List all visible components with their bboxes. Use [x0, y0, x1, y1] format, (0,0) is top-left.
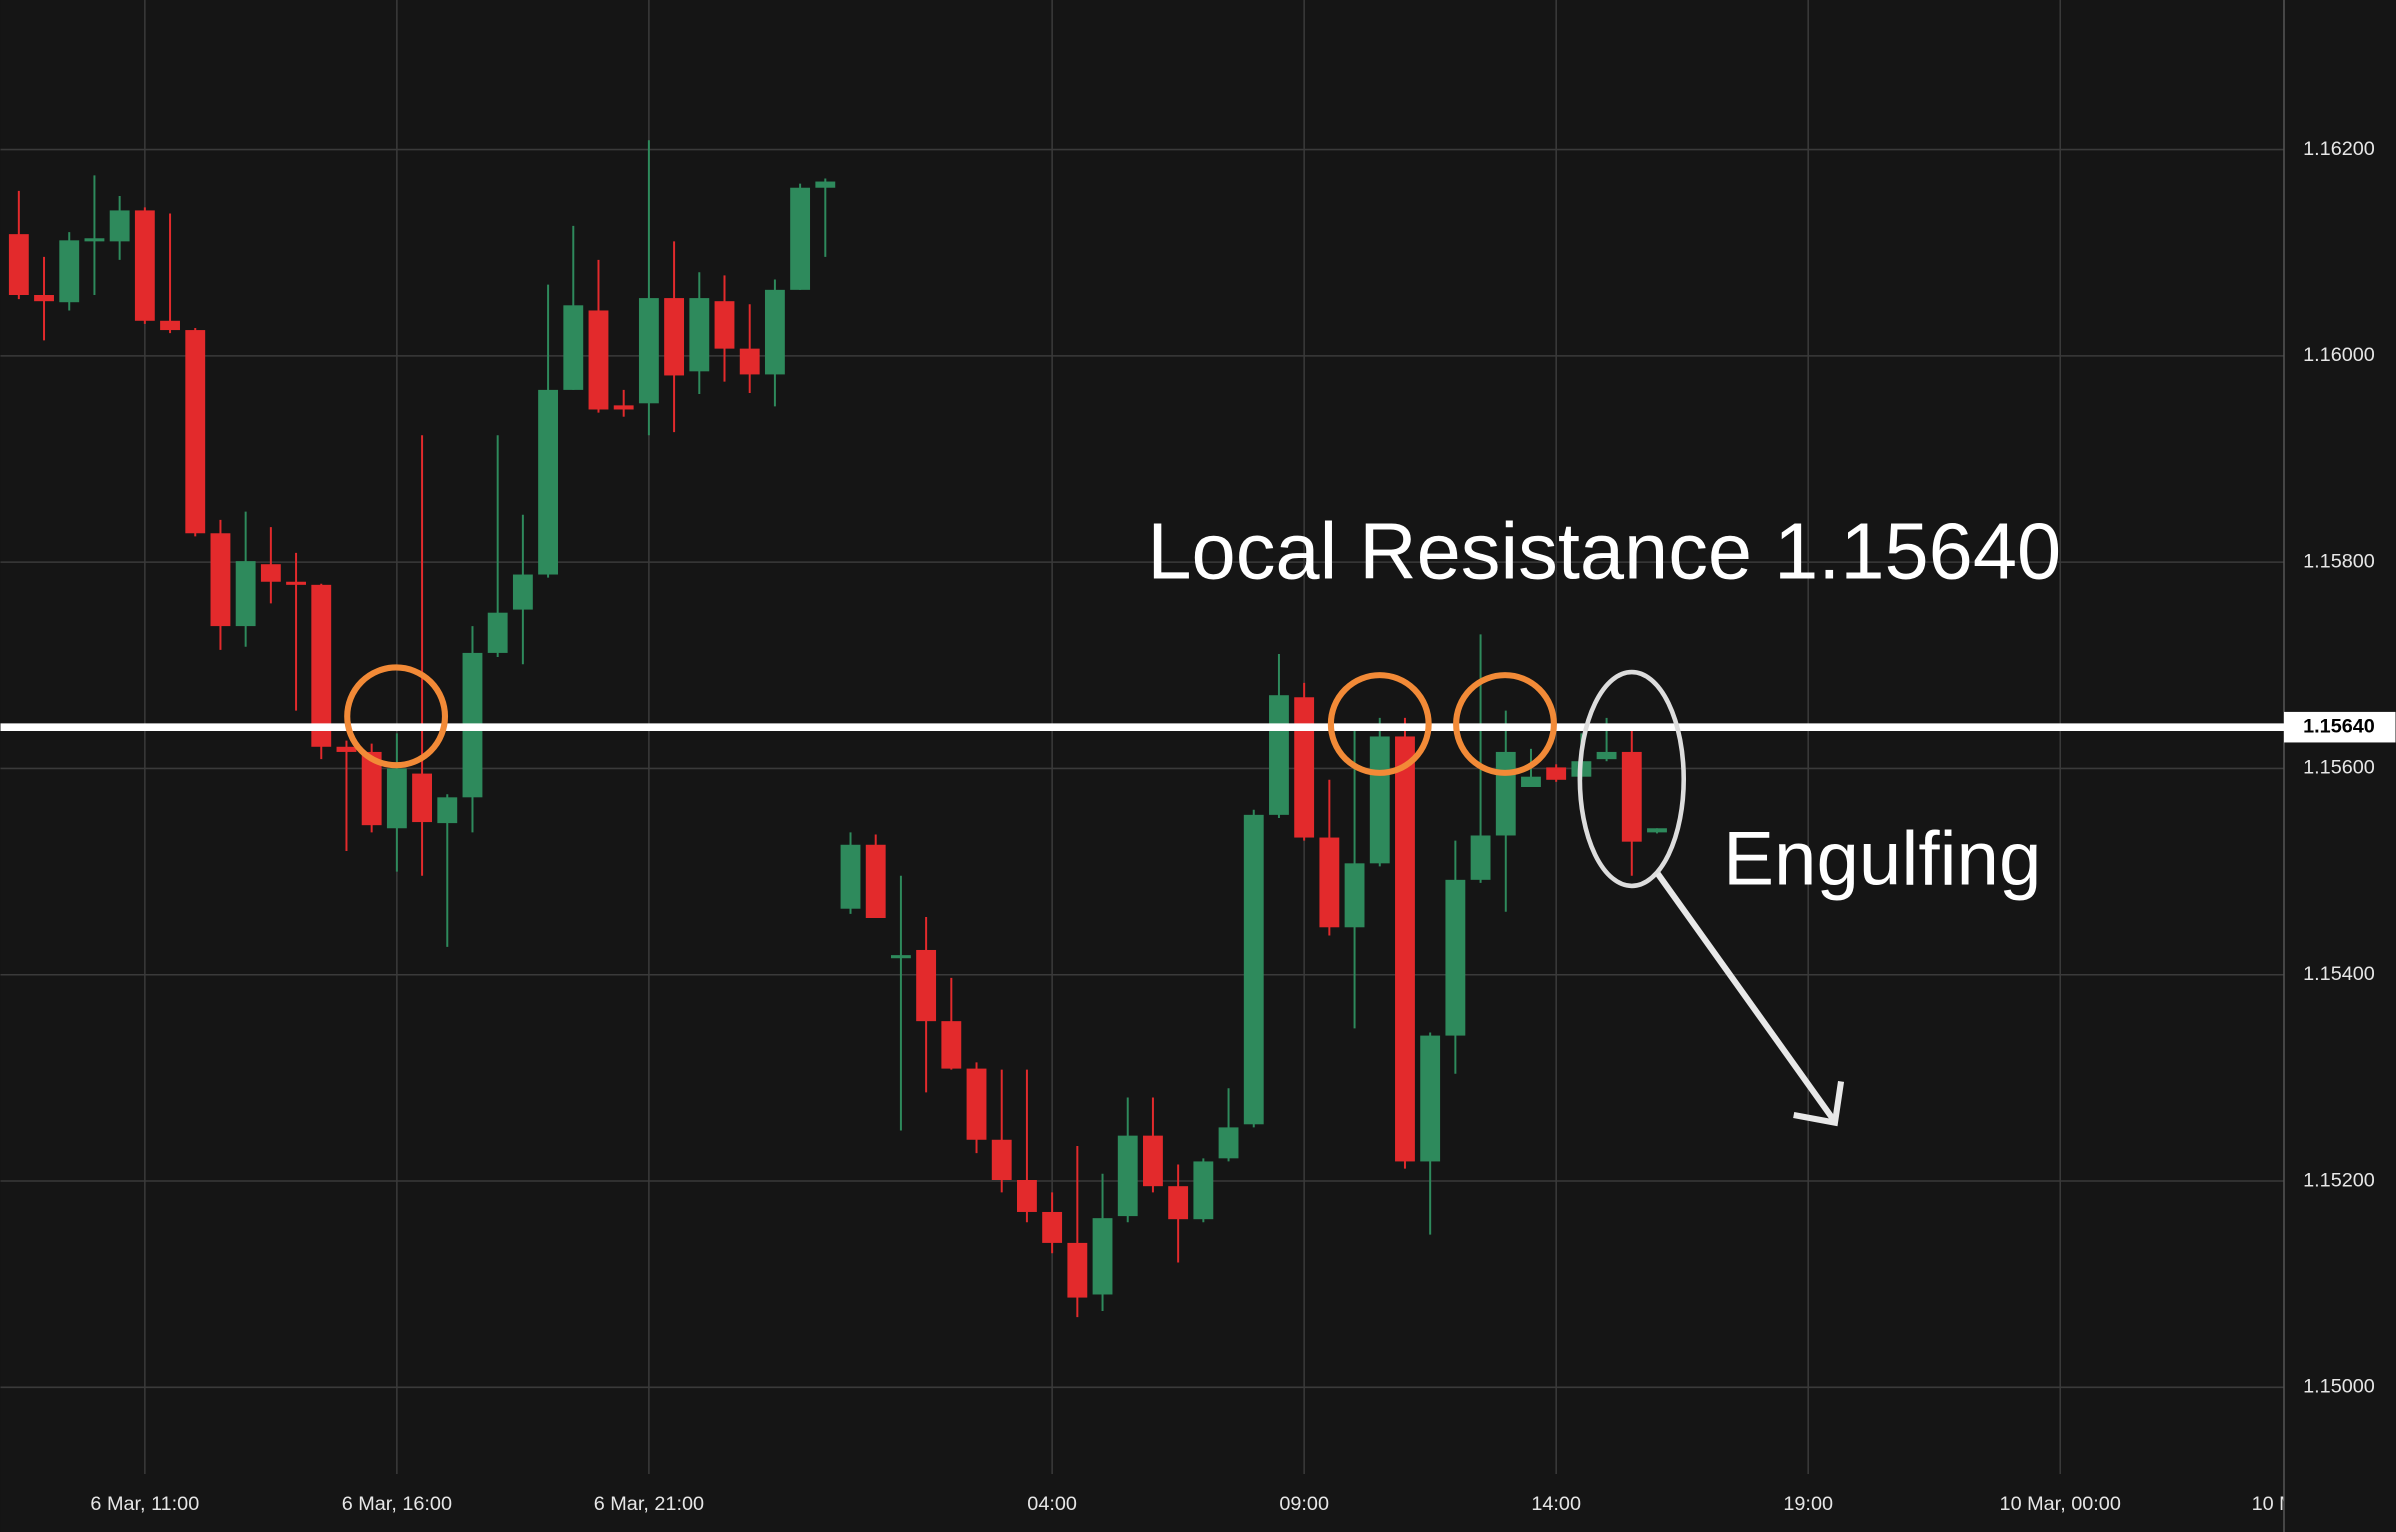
candle-body — [1294, 697, 1315, 838]
candle-body — [487, 612, 508, 653]
candle-body — [916, 949, 937, 1022]
candle-body — [714, 301, 735, 349]
candle-body — [613, 405, 634, 410]
y-tick-label: 1.15400 — [2303, 963, 2375, 985]
candles — [8, 140, 1667, 1318]
candle-body — [1369, 736, 1390, 864]
candle-body — [34, 294, 54, 302]
candle-body — [386, 768, 407, 829]
candle-body — [1319, 837, 1340, 928]
x-tick-label: 6 Mar, 11:00 — [90, 1493, 199, 1515]
candle-body — [1193, 1161, 1214, 1220]
candle-body — [1117, 1135, 1138, 1217]
y-tick-label: 1.16000 — [2303, 344, 2375, 366]
y-tick-label: 1.15600 — [2303, 757, 2375, 779]
x-tick-label: 19:00 — [1783, 1493, 1833, 1515]
annotation-text: Engulfing — [1723, 817, 2041, 902]
candle-body — [84, 238, 105, 242]
grid — [0, 0, 2284, 1474]
resistance-label-box — [2283, 711, 2396, 743]
candle-body — [1017, 1179, 1037, 1212]
candle-body — [210, 533, 231, 627]
candle-body — [1067, 1242, 1088, 1298]
annotation-text: Local Resistance 1.15640 — [1147, 506, 2061, 595]
x-tick-label: 6 Mar, 16:00 — [342, 1493, 452, 1515]
candle-body — [1420, 1035, 1441, 1162]
candle-body — [1495, 751, 1516, 836]
candle-body — [235, 561, 256, 627]
candle-body — [890, 955, 911, 959]
candle-body — [185, 330, 206, 534]
candle-body — [815, 181, 836, 188]
candle-body — [1243, 814, 1264, 1125]
candle-body — [412, 773, 432, 823]
candle-body — [260, 564, 281, 582]
x-tick-label: 10 Mar, 05:00 — [2252, 1493, 2373, 1515]
candle-body — [638, 298, 659, 404]
candle-body — [361, 751, 382, 826]
candle-body — [160, 320, 180, 331]
candle-body — [865, 844, 886, 919]
y-axis: 1.15000 1.15200 1.15400 1.15600 1.15800 1.160… — [2303, 138, 2375, 1398]
candle-body — [563, 305, 584, 390]
candle-body — [1546, 767, 1567, 780]
candle-body — [588, 310, 609, 410]
candle-body — [1470, 835, 1491, 880]
y-tick-label: 1.16200 — [2303, 138, 2375, 160]
candle-body — [1521, 776, 1541, 788]
candle-body — [437, 797, 458, 824]
arrow — [1655, 871, 1836, 1122]
candle-body — [966, 1068, 987, 1140]
candle-body — [8, 234, 29, 295]
candle-body — [991, 1139, 1012, 1180]
highlight-ellipse — [1577, 669, 1687, 889]
candle-body — [1042, 1211, 1063, 1243]
arrow-head — [1793, 1080, 1845, 1127]
y-tick-label: 1.15000 — [2303, 1376, 2375, 1398]
candle-body — [538, 389, 559, 575]
candle-body — [1395, 736, 1415, 1162]
candle-body — [109, 210, 130, 242]
candle-body — [689, 298, 710, 372]
candle-body — [1269, 695, 1289, 815]
candle-body — [1445, 879, 1466, 1036]
candle-body — [1621, 751, 1642, 842]
highlight-circle — [1327, 672, 1432, 776]
candle-body — [1143, 1135, 1163, 1187]
annotations: Local Resistance 1.15640 Engulfing — [344, 506, 2061, 1127]
y-tick-label: 1.15200 — [2303, 1169, 2375, 1191]
x-tick-label: 04:00 — [1027, 1493, 1077, 1515]
candle-body — [1596, 751, 1617, 760]
candle-body — [664, 298, 685, 376]
candle-body — [134, 210, 155, 321]
candle-body — [840, 844, 861, 909]
highlight-circle — [1453, 672, 1557, 776]
x-tick-label: 6 Mar, 21:00 — [594, 1493, 704, 1515]
candle-body — [1168, 1186, 1189, 1220]
candle-body — [1092, 1218, 1113, 1295]
y-tick-label: 1.15800 — [2303, 550, 2375, 572]
candle-body — [739, 348, 760, 375]
candle-body — [764, 289, 785, 375]
candle-body — [1218, 1127, 1239, 1159]
candle-body — [286, 581, 306, 585]
candle-body — [1344, 863, 1365, 928]
candle-body — [1647, 828, 1667, 833]
candle-body — [941, 1021, 962, 1069]
candle-body — [59, 240, 80, 303]
x-tick-label: 09:00 — [1279, 1493, 1329, 1515]
candle-body — [512, 574, 533, 610]
candle-body — [336, 746, 357, 752]
candle-body — [790, 187, 811, 290]
candle-body — [311, 584, 332, 747]
highlight-circle — [344, 664, 449, 769]
x-tick-label: 14:00 — [1531, 1493, 1581, 1515]
x-axis: 6 Mar, 11:00 6 Mar, 16:00 6 Mar, 21:00 04:0… — [90, 1493, 2373, 1515]
resistance-label: 1.15640 — [2303, 715, 2375, 737]
x-tick-label: 10 Mar, 00:00 — [2000, 1493, 2121, 1515]
